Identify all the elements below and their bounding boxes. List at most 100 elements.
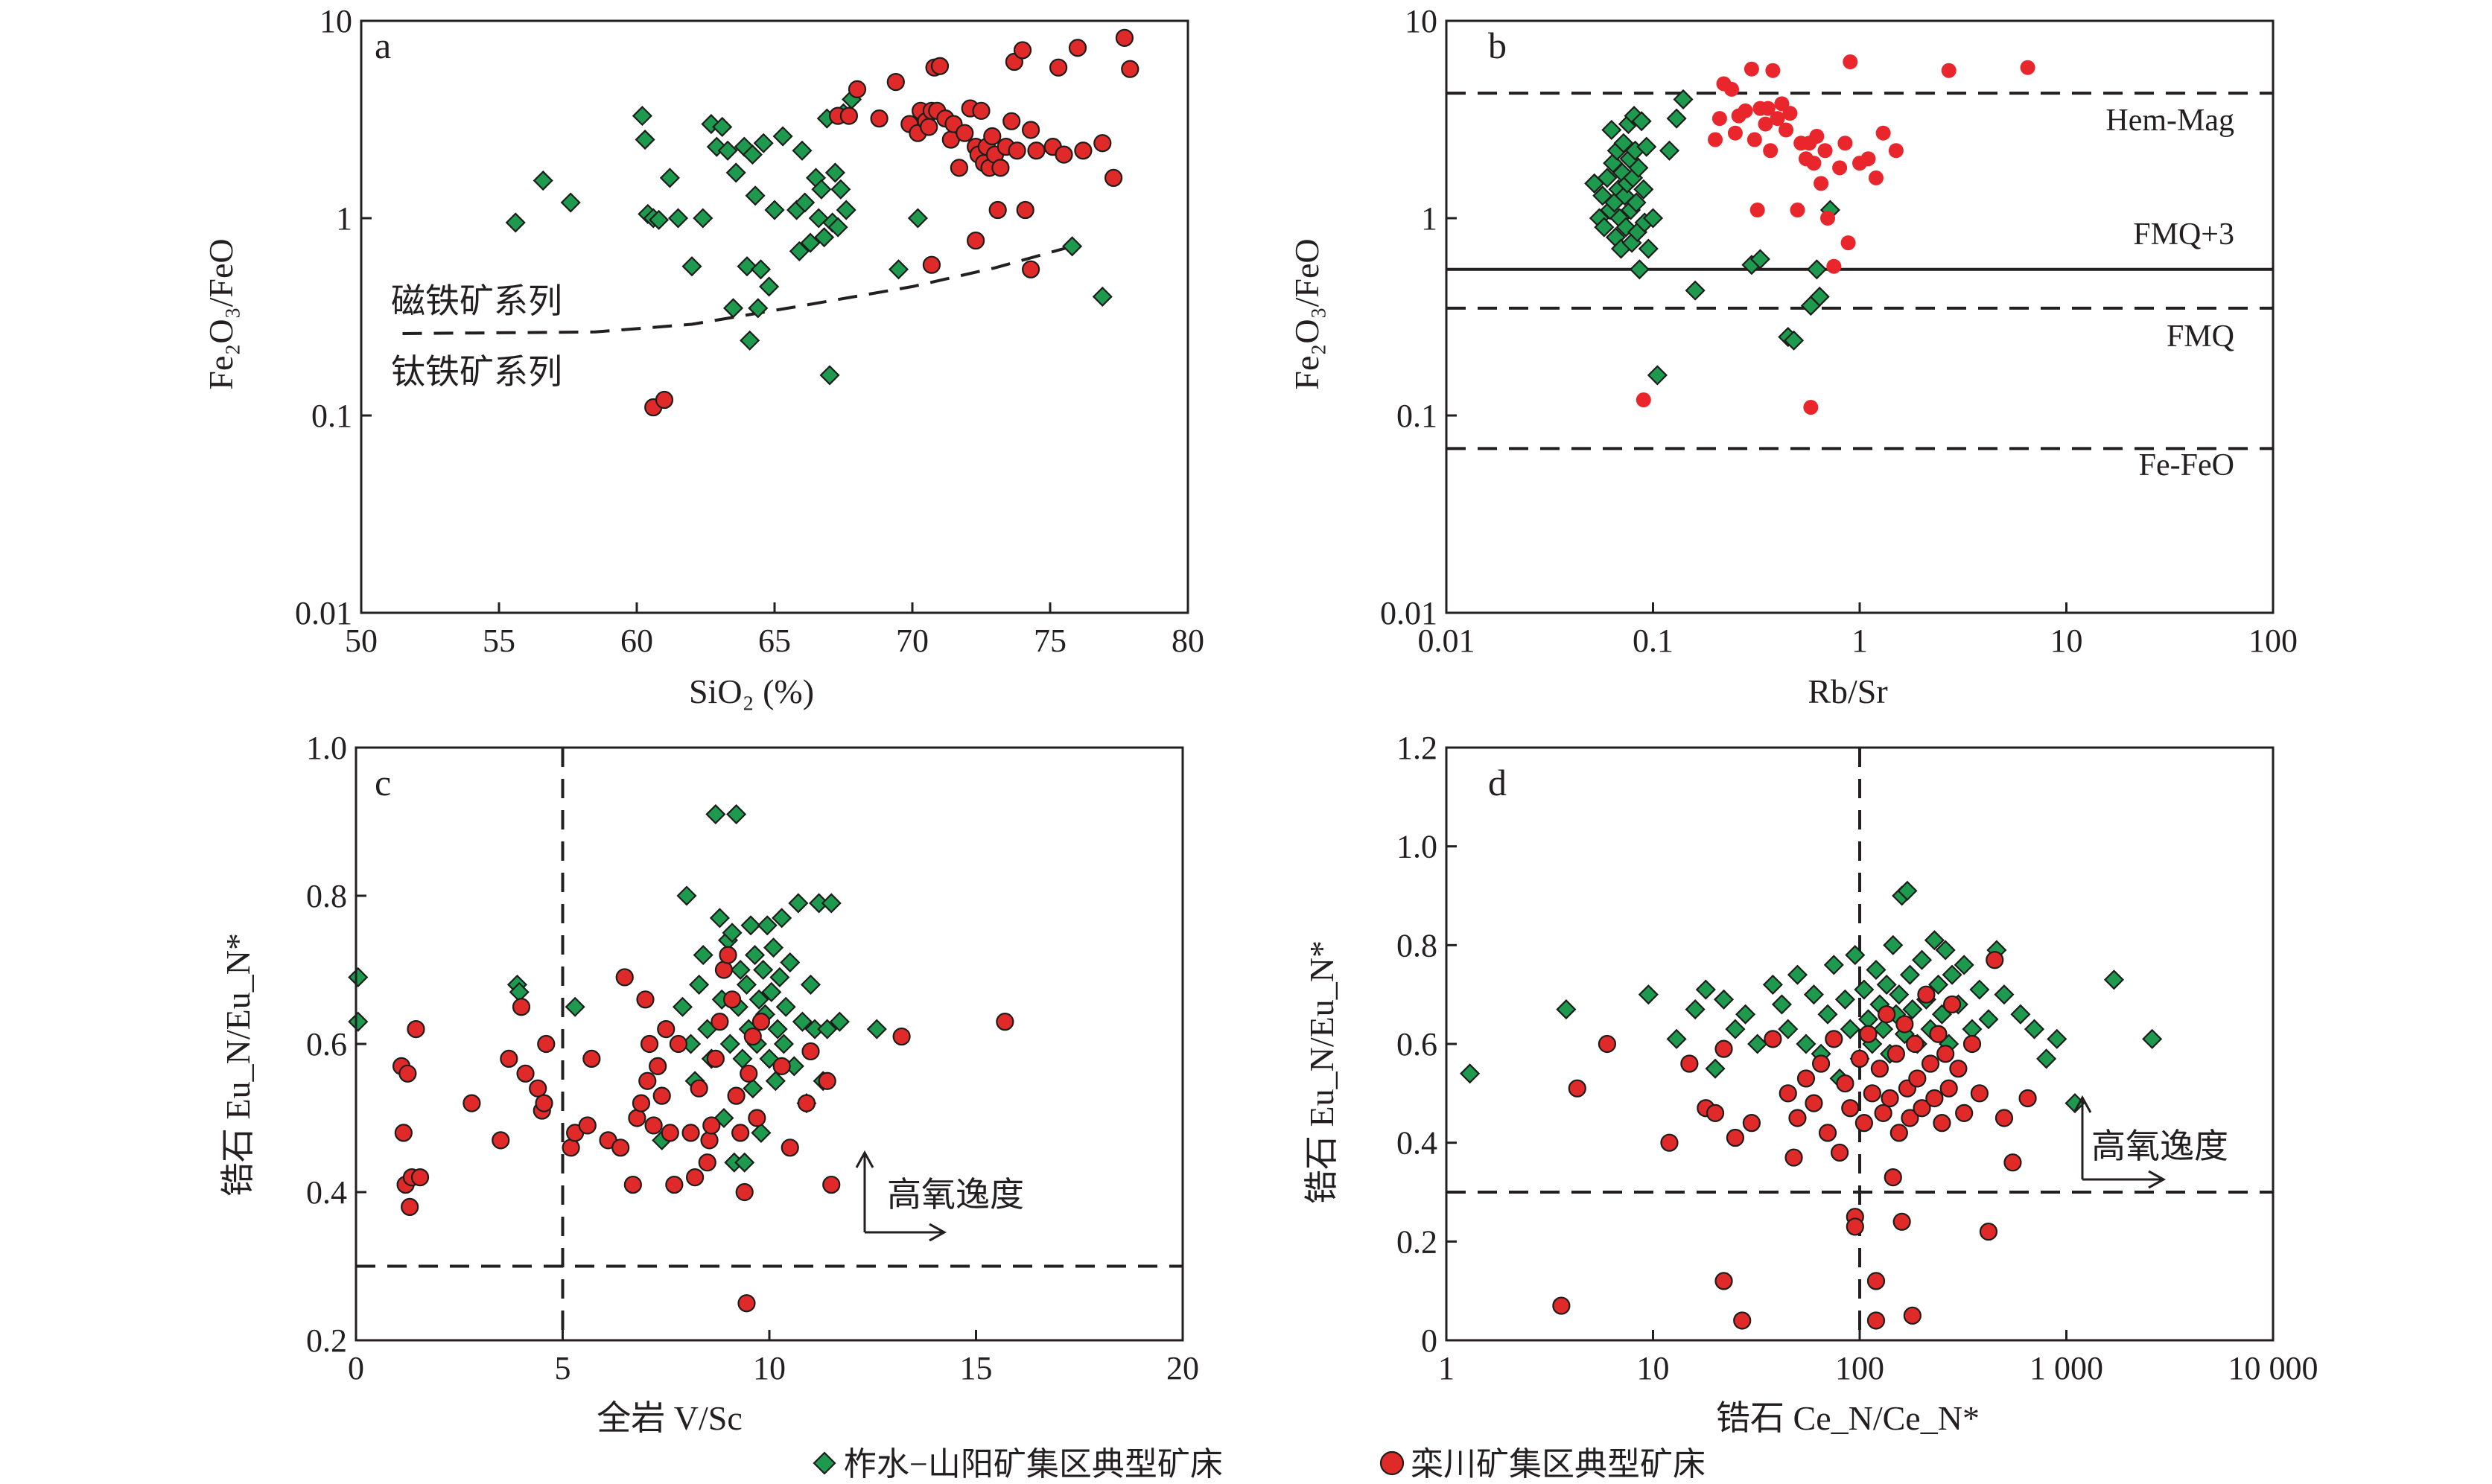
panel-a-annotation-ilmenite: 钛铁矿系列 xyxy=(391,353,562,391)
panel-b-letter: b xyxy=(1488,25,1507,66)
panel-a-x-tick-label: 65 xyxy=(758,622,791,659)
panel-d-y-tick-label: 0 xyxy=(1421,1322,1437,1359)
panel-b-red-point xyxy=(1738,103,1753,118)
panel-d-red-point xyxy=(1552,1296,1571,1315)
panel-b-green-point xyxy=(1629,259,1650,280)
panel-b-red-point xyxy=(1746,132,1762,147)
panel-c-red-point xyxy=(537,1034,556,1054)
panel-c-green-point xyxy=(676,885,697,906)
panel-b-x-tick-label: 1 xyxy=(1851,622,1868,659)
panel-b-green-point xyxy=(1642,208,1664,229)
panel-c-green-point xyxy=(763,937,784,958)
panel-d-red-point xyxy=(2003,1153,2022,1172)
panel-c-green-point xyxy=(769,966,790,988)
panel-a-green-point xyxy=(792,140,813,161)
panel-d-red-point xyxy=(1568,1079,1586,1098)
panel-c-red-point xyxy=(578,1116,597,1135)
panel-c-red-point xyxy=(781,1139,799,1157)
panel-a-green-point xyxy=(742,144,763,165)
panel-c-y-tick-label: 0.6 xyxy=(306,1026,347,1063)
panel-a-x-tick-label: 70 xyxy=(896,622,929,659)
panel-d-red-point xyxy=(1598,1034,1617,1054)
panel-c-green-point xyxy=(719,1034,740,1054)
panel-b-ticks: 0.01 0.1 1 10 100 0.01 0.1 1 10 xyxy=(1380,3,2298,659)
panel-d-green-point xyxy=(1942,964,1962,985)
panel-d-green-point xyxy=(1994,984,2015,1005)
panel-c-red-point xyxy=(818,1071,836,1090)
panel-a-green-point xyxy=(725,162,746,183)
panel-b-red-point xyxy=(1782,106,1798,121)
panel-c-xlabel: 全岩 V/Sc xyxy=(597,1399,743,1437)
panel-c-green-point xyxy=(773,1034,794,1054)
panel-a-red-point xyxy=(1027,141,1046,160)
panel-b-green-point xyxy=(1783,330,1805,351)
panel-d-green-point xyxy=(1876,974,1897,995)
panel-a-red-point xyxy=(956,124,974,142)
panel-d-green-point xyxy=(2103,969,2125,990)
panel-c-green-point xyxy=(693,945,713,966)
panel-d-red-point xyxy=(1818,1124,1837,1142)
panel-c-y-tick-label: 0.8 xyxy=(306,878,347,914)
panel-b-green-point xyxy=(1626,192,1647,213)
panel-d-oxidation-arrow: 高氧逸度 xyxy=(2073,1095,2228,1189)
panel-b-red-point xyxy=(1790,203,1805,218)
panel-d-red-point xyxy=(1846,1217,1864,1236)
panel-c-green-point xyxy=(751,1122,772,1143)
panel-a-y-tick-label: 0.1 xyxy=(311,398,352,434)
panel-b-green-point xyxy=(1806,259,1827,280)
panel-d-red-point xyxy=(1994,1109,2014,1127)
panel-b-ref-fmq: FMQ xyxy=(2167,319,2234,354)
panel-d-red-point xyxy=(1714,1039,1733,1058)
panel-d-points xyxy=(1460,880,2163,1330)
panel-c-ylabel: 锆石 Eu_N/Eu_N* xyxy=(219,933,257,1197)
panel-c-red-point xyxy=(681,1124,700,1142)
panel-d-xlabel: 锆石 Ce_N/Ce_N* xyxy=(1716,1399,1980,1437)
panel-a-green-point xyxy=(827,217,848,238)
panel-d-green-point xyxy=(2024,1019,2045,1039)
panel-b-red-point xyxy=(1770,111,1785,127)
panel-b-y-tick-label: 0.01 xyxy=(1380,595,1437,631)
panel-c-green-point xyxy=(722,923,743,943)
panel-c-green-point xyxy=(705,803,726,825)
panel-c-green-point xyxy=(821,893,842,914)
panel-d-green-point xyxy=(1845,945,1866,966)
panel-c-red-point xyxy=(407,1019,425,1039)
panel-a-red-point xyxy=(1021,260,1040,278)
panel-d-red-point xyxy=(1764,1030,1782,1048)
panel-b-red-point xyxy=(1724,81,1740,97)
panel-d-red-point xyxy=(1850,1049,1869,1069)
panel-d-y-tick-label: 0.4 xyxy=(1396,1125,1437,1162)
panel-d-red-point xyxy=(1895,1015,1914,1034)
panel-a-points xyxy=(505,28,1139,417)
panel-c-y-tick-label: 1.0 xyxy=(306,730,347,766)
panel-d-red-point xyxy=(1784,1148,1803,1167)
panel-c-red-point xyxy=(735,1182,754,1202)
panel-c-red-point xyxy=(638,1071,657,1090)
panel-b-red-point xyxy=(1843,54,1858,70)
panel-b-reference-lines xyxy=(1446,92,2273,450)
panel-d-y-tick-label: 0.8 xyxy=(1396,927,1437,964)
panel-b-red-point xyxy=(1860,151,1876,167)
panel-c-red-point xyxy=(772,1057,791,1075)
panel-b-red-point xyxy=(1708,132,1723,147)
panel-b: 0.01 0.1 1 10 100 0.01 0.1 1 10 b Rb/Sr Fe₂O₃/Fe… xyxy=(1288,3,2298,710)
panel-c-red-point xyxy=(398,1064,417,1083)
panel-a-green-point xyxy=(795,192,816,213)
panel-b-red-point xyxy=(1760,101,1776,116)
panel-d-green-point xyxy=(1817,1004,1838,1025)
panel-a: 50 55 60 65 70 75 80 0.01 0.1 1 10 a SiO₂ (%) Fe₂O… xyxy=(202,3,1204,710)
panel-a-red-point xyxy=(1121,60,1139,78)
panel-d-red-point xyxy=(1925,1089,1944,1108)
panel-a-green-point xyxy=(759,276,780,297)
panel-c-x-tick-label: 15 xyxy=(960,1350,993,1386)
panel-b-green-point xyxy=(1628,157,1649,178)
panel-b-green-point xyxy=(1666,108,1687,129)
legend-green-label: 柞水−山阳矿集区典型矿床 xyxy=(844,1446,1223,1483)
panel-d-red-point xyxy=(1887,1045,1905,1063)
panel-c-red-point xyxy=(500,1049,518,1069)
panel-c-green-point xyxy=(757,915,778,936)
panel-a-red-point xyxy=(1021,121,1040,139)
panel-a-red-point xyxy=(983,127,1002,146)
panel-a-green-point xyxy=(635,129,655,150)
panel-a-reference-line-0 xyxy=(402,244,1073,335)
